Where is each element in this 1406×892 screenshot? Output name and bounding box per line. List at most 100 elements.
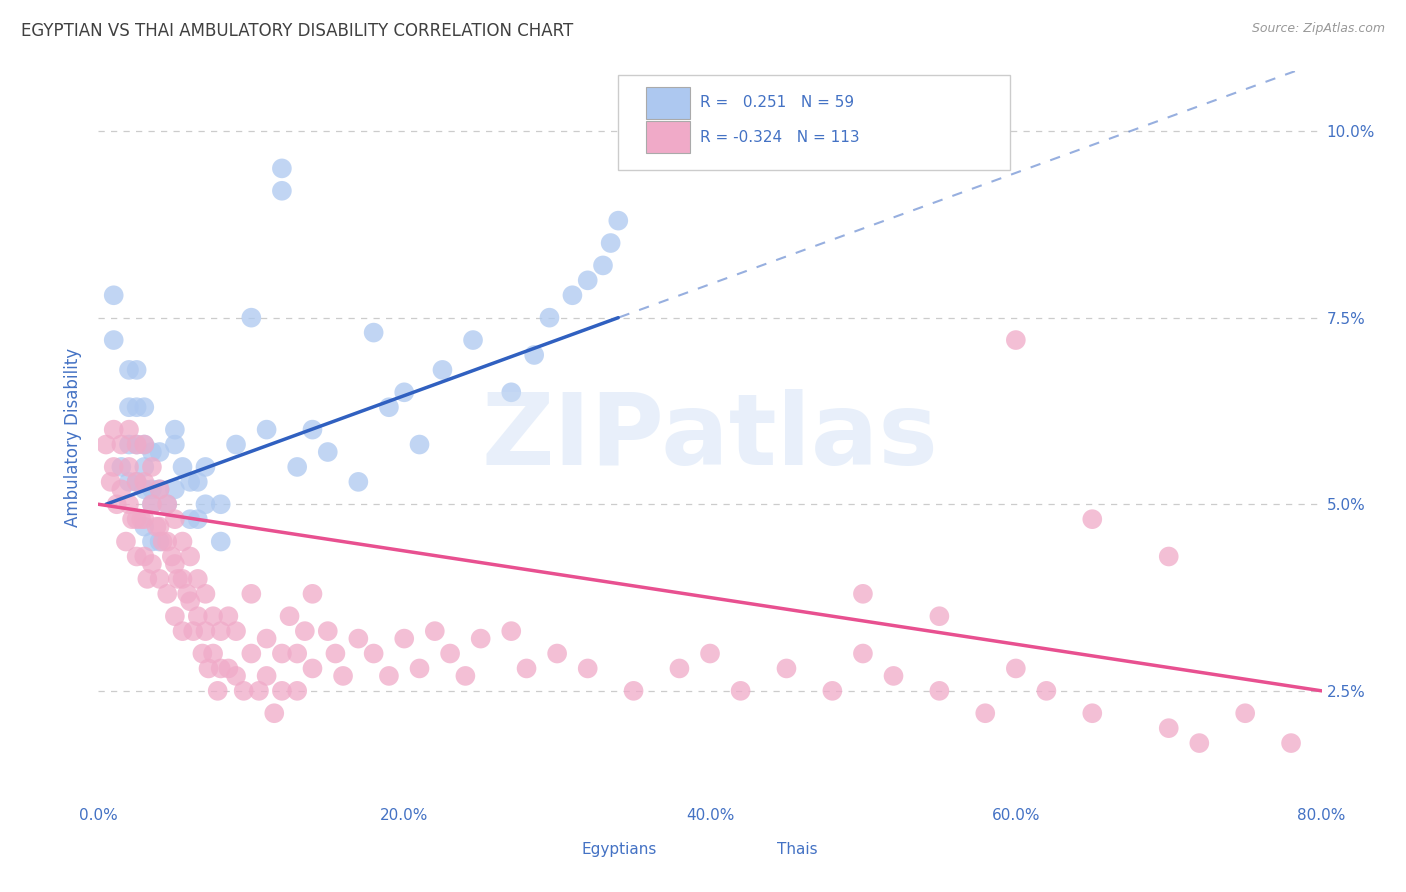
Point — [172, 624, 194, 639]
Point — [141, 483, 163, 497]
Point — [125, 437, 148, 451]
Point — [209, 497, 232, 511]
Point — [1157, 549, 1180, 564]
Point — [118, 497, 141, 511]
Point — [423, 624, 446, 639]
Point — [928, 683, 950, 698]
Point — [118, 401, 141, 415]
Point — [141, 557, 163, 571]
Point — [141, 459, 163, 474]
Point — [125, 401, 148, 415]
Point — [256, 669, 278, 683]
Point — [821, 683, 844, 698]
Point — [1188, 736, 1211, 750]
Point — [576, 661, 599, 675]
Point — [149, 483, 172, 497]
Point — [134, 437, 156, 451]
Point — [136, 572, 159, 586]
Point — [134, 512, 156, 526]
FancyBboxPatch shape — [619, 75, 1010, 170]
FancyBboxPatch shape — [733, 837, 772, 863]
Text: R = -0.324   N = 113: R = -0.324 N = 113 — [700, 129, 860, 145]
Point — [1081, 512, 1104, 526]
Point — [141, 534, 163, 549]
Point — [100, 475, 122, 489]
Point — [125, 437, 148, 451]
Point — [194, 587, 217, 601]
Point — [103, 333, 125, 347]
Point — [181, 624, 204, 639]
Point — [217, 609, 239, 624]
Point — [129, 512, 152, 526]
Point — [187, 512, 209, 526]
FancyBboxPatch shape — [536, 837, 575, 863]
Point — [1004, 661, 1026, 675]
Point — [217, 661, 239, 675]
Point — [141, 497, 163, 511]
Point — [149, 483, 172, 497]
Point — [225, 437, 247, 451]
Point — [105, 497, 128, 511]
Point — [408, 437, 430, 451]
Point — [263, 706, 285, 721]
Point — [240, 647, 263, 661]
Point — [699, 647, 721, 661]
Point — [194, 459, 217, 474]
Point — [163, 437, 186, 451]
Point — [378, 401, 401, 415]
Point — [325, 647, 347, 661]
FancyBboxPatch shape — [647, 121, 690, 153]
Point — [134, 437, 156, 451]
Point — [392, 385, 416, 400]
Point — [156, 587, 179, 601]
Point — [225, 669, 247, 683]
Point — [149, 445, 172, 459]
Point — [125, 475, 148, 489]
Point — [149, 572, 172, 586]
Point — [125, 512, 148, 526]
Text: Thais: Thais — [778, 842, 818, 857]
Point — [501, 624, 523, 639]
Point — [110, 483, 132, 497]
Point — [134, 475, 156, 489]
Point — [316, 445, 339, 459]
Point — [408, 661, 430, 675]
Point — [187, 475, 209, 489]
Point — [103, 423, 125, 437]
Point — [775, 661, 797, 675]
Point — [1157, 721, 1180, 735]
Point — [156, 497, 179, 511]
Point — [141, 445, 163, 459]
Point — [928, 609, 950, 624]
Point — [247, 683, 270, 698]
Point — [118, 459, 141, 474]
Point — [103, 459, 125, 474]
Point — [378, 669, 401, 683]
Point — [197, 661, 219, 675]
Point — [270, 184, 292, 198]
Point — [225, 624, 247, 639]
Point — [163, 512, 186, 526]
Point — [209, 661, 232, 675]
Point — [202, 647, 225, 661]
Point — [209, 624, 232, 639]
Point — [118, 437, 141, 451]
FancyBboxPatch shape — [647, 87, 690, 119]
Point — [194, 624, 217, 639]
Point — [194, 497, 217, 511]
Point — [363, 326, 385, 340]
Point — [270, 683, 292, 698]
Point — [134, 519, 156, 533]
Point — [561, 288, 583, 302]
Point — [883, 669, 905, 683]
Point — [432, 363, 454, 377]
Point — [347, 632, 370, 646]
Point — [1081, 706, 1104, 721]
Point — [179, 549, 201, 564]
Point — [125, 475, 148, 489]
Point — [256, 423, 278, 437]
Point — [516, 661, 538, 675]
Point — [454, 669, 477, 683]
Point — [125, 363, 148, 377]
Point — [172, 459, 194, 474]
